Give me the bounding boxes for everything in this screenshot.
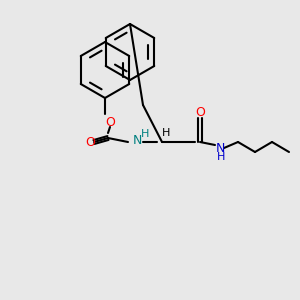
Text: O: O	[195, 106, 205, 118]
Text: O: O	[85, 136, 95, 148]
Text: H: H	[141, 129, 149, 139]
Text: O: O	[105, 116, 115, 128]
Text: N: N	[132, 134, 142, 146]
Text: N: N	[215, 142, 225, 154]
Text: H: H	[162, 128, 170, 138]
Text: H: H	[217, 152, 225, 162]
